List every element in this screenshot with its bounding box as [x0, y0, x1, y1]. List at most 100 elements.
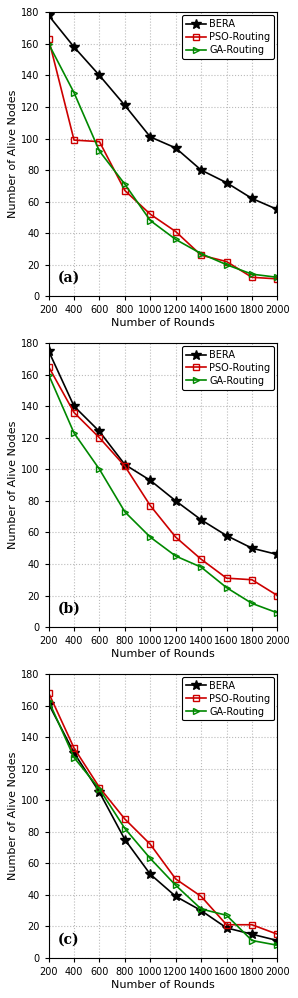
BERA: [72, 747, 76, 758]
PSO-Routing: [123, 813, 127, 825]
GA-Routing: [199, 248, 203, 259]
PSO-Routing: [148, 500, 152, 512]
PSO-Routing: [72, 743, 76, 754]
Legend: BERA, PSO-Routing, GA-Routing: BERA, PSO-Routing, GA-Routing: [182, 346, 274, 389]
GA-Routing: [199, 903, 203, 915]
BERA: [174, 890, 178, 902]
PSO-Routing: [98, 432, 101, 444]
GA-Routing: [225, 582, 228, 594]
PSO-Routing: [199, 250, 203, 261]
GA-Routing: [174, 234, 178, 246]
GA-Routing: [250, 598, 254, 610]
Y-axis label: Number of Alive Nodes: Number of Alive Nodes: [8, 90, 18, 219]
BERA: [47, 345, 50, 357]
BERA: [148, 474, 152, 486]
BERA: [123, 459, 127, 471]
BERA: [276, 204, 279, 216]
GA-Routing: [148, 531, 152, 543]
X-axis label: Number of Rounds: Number of Rounds: [111, 980, 215, 990]
PSO-Routing: [250, 574, 254, 586]
X-axis label: Number of Rounds: Number of Rounds: [111, 649, 215, 659]
GA-Routing: [72, 87, 76, 99]
Legend: BERA, PSO-Routing, GA-Routing: BERA, PSO-Routing, GA-Routing: [182, 677, 274, 721]
PSO-Routing: [148, 209, 152, 221]
PSO-Routing: [174, 226, 178, 238]
BERA: [47, 698, 50, 710]
GA-Routing: [47, 695, 50, 707]
GA-Routing: [47, 38, 50, 50]
Line: GA-Routing: GA-Routing: [45, 698, 281, 949]
PSO-Routing: [250, 271, 254, 283]
Line: BERA: BERA: [44, 699, 282, 945]
GA-Routing: [250, 268, 254, 280]
BERA: [174, 142, 178, 154]
PSO-Routing: [276, 590, 279, 602]
BERA: [174, 495, 178, 507]
Line: PSO-Routing: PSO-Routing: [45, 36, 281, 282]
PSO-Routing: [72, 406, 76, 418]
X-axis label: Number of Rounds: Number of Rounds: [111, 318, 215, 328]
BERA: [72, 400, 76, 412]
PSO-Routing: [199, 890, 203, 902]
PSO-Routing: [98, 781, 101, 793]
BERA: [250, 193, 254, 205]
Text: (a): (a): [58, 270, 80, 284]
BERA: [250, 928, 254, 940]
PSO-Routing: [98, 136, 101, 148]
GA-Routing: [98, 145, 101, 157]
PSO-Routing: [225, 572, 228, 584]
Line: BERA: BERA: [44, 11, 282, 215]
BERA: [148, 868, 152, 880]
GA-Routing: [98, 783, 101, 795]
PSO-Routing: [174, 531, 178, 543]
BERA: [225, 177, 228, 189]
PSO-Routing: [225, 255, 228, 267]
GA-Routing: [276, 939, 279, 951]
GA-Routing: [47, 368, 50, 380]
BERA: [276, 934, 279, 946]
BERA: [47, 10, 50, 22]
BERA: [123, 100, 127, 112]
GA-Routing: [72, 751, 76, 763]
Y-axis label: Number of Alive Nodes: Number of Alive Nodes: [8, 421, 18, 549]
Text: (b): (b): [58, 602, 81, 616]
BERA: [199, 164, 203, 176]
PSO-Routing: [47, 687, 50, 699]
Legend: BERA, PSO-Routing, GA-Routing: BERA, PSO-Routing, GA-Routing: [182, 15, 274, 59]
PSO-Routing: [123, 185, 127, 197]
PSO-Routing: [148, 838, 152, 850]
PSO-Routing: [276, 928, 279, 940]
PSO-Routing: [199, 553, 203, 565]
GA-Routing: [123, 506, 127, 518]
BERA: [148, 131, 152, 143]
Line: GA-Routing: GA-Routing: [45, 40, 281, 280]
GA-Routing: [250, 934, 254, 946]
PSO-Routing: [72, 134, 76, 146]
PSO-Routing: [174, 873, 178, 885]
Line: GA-Routing: GA-Routing: [45, 371, 281, 617]
BERA: [199, 514, 203, 526]
PSO-Routing: [250, 919, 254, 931]
PSO-Routing: [47, 361, 50, 373]
GA-Routing: [174, 550, 178, 562]
GA-Routing: [225, 258, 228, 270]
GA-Routing: [276, 607, 279, 619]
BERA: [98, 70, 101, 82]
BERA: [98, 425, 101, 437]
BERA: [199, 904, 203, 916]
PSO-Routing: [123, 460, 127, 472]
GA-Routing: [72, 427, 76, 439]
BERA: [225, 530, 228, 542]
BERA: [123, 833, 127, 845]
Line: PSO-Routing: PSO-Routing: [45, 363, 281, 599]
GA-Routing: [148, 852, 152, 864]
GA-Routing: [98, 463, 101, 475]
Line: BERA: BERA: [44, 346, 282, 559]
GA-Routing: [225, 909, 228, 921]
GA-Routing: [148, 215, 152, 227]
Line: PSO-Routing: PSO-Routing: [45, 690, 281, 938]
GA-Routing: [123, 822, 127, 834]
PSO-Routing: [276, 272, 279, 284]
BERA: [276, 549, 279, 561]
BERA: [250, 542, 254, 554]
